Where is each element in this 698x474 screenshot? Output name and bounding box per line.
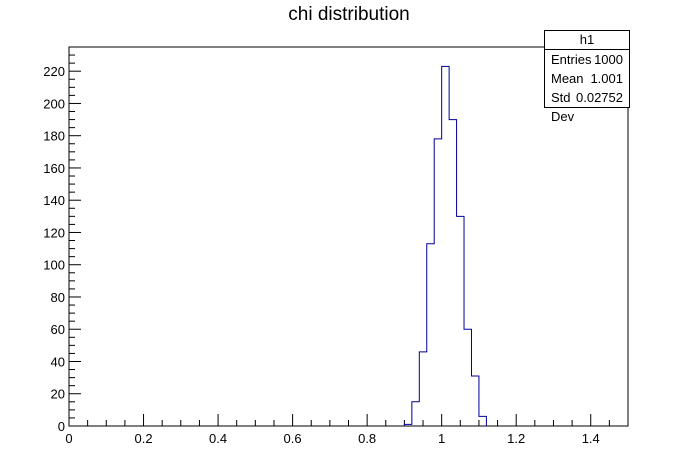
stats-mean-value: 1.001 [590, 71, 623, 86]
stats-entries-value: 1000 [594, 52, 623, 67]
y-tick-label: 140 [43, 193, 65, 208]
y-tick-label: 0 [58, 419, 65, 434]
histogram-bin [427, 244, 434, 426]
histogram-bin [457, 216, 464, 426]
y-tick-label: 220 [43, 64, 65, 79]
histogram-bin [449, 120, 456, 426]
y-tick-label: 80 [51, 290, 65, 305]
x-tick-label: 1 [438, 431, 445, 446]
stats-std-row: Std Dev 0.02752 [545, 88, 629, 124]
y-tick-label: 60 [51, 322, 65, 337]
y-tick-label: 200 [43, 96, 65, 111]
stats-entries-label: Entries [551, 52, 592, 67]
stats-mean-row: Mean 1.001 [545, 69, 629, 88]
stats-std-value: 0.02752 [576, 90, 623, 105]
stats-entries-row: Entries 1000 [545, 50, 629, 69]
x-tick-label: 1.4 [582, 431, 600, 446]
x-tick-label: 0.6 [284, 431, 302, 446]
stats-mean-label: Mean [551, 71, 584, 86]
y-tick-label: 120 [43, 225, 65, 240]
y-tick-label: 40 [51, 354, 65, 369]
histogram-outline [403, 65, 487, 426]
y-tick-label: 100 [43, 258, 65, 273]
x-tick-label: 0.2 [134, 431, 152, 446]
histogram-bin [434, 139, 441, 426]
histogram-bin [442, 66, 449, 426]
y-tick-label: 160 [43, 161, 65, 176]
x-tick-label: 1.2 [507, 431, 525, 446]
x-tick-label: 0.4 [209, 431, 227, 446]
x-tick-label: 0 [65, 431, 72, 446]
stats-std-label: Std Dev [551, 90, 575, 124]
histogram-bin [419, 352, 426, 426]
stats-histogram-name: h1 [545, 31, 629, 50]
histogram-bin [412, 402, 419, 426]
histogram-bin [471, 376, 478, 426]
y-tick-label: 180 [43, 129, 65, 144]
stats-box: h1 Entries 1000 Mean 1.001 Std Dev 0.027… [544, 30, 630, 124]
histogram-bin [479, 416, 486, 426]
y-tick-label: 20 [51, 387, 65, 402]
chart-title: chi distribution [288, 4, 410, 25]
x-tick-label: 0.8 [358, 431, 376, 446]
histogram-bin [464, 329, 471, 426]
